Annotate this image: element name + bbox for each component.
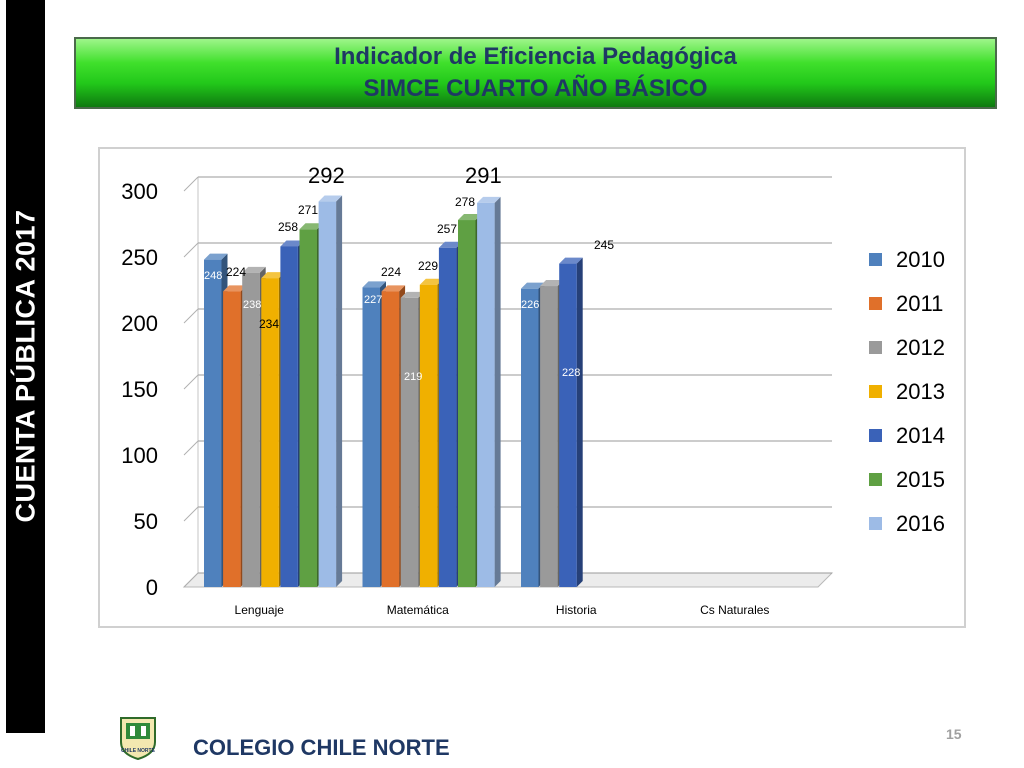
bar-top	[419, 278, 444, 285]
bar-top	[458, 214, 482, 221]
bar-top	[242, 266, 266, 273]
page-number: 15	[946, 726, 962, 742]
data-label: 224	[226, 265, 246, 279]
side-bar	[6, 0, 45, 733]
legend-label: 2012	[896, 335, 945, 360]
bar-side	[576, 257, 583, 587]
bar	[223, 291, 241, 587]
data-label: 226	[521, 299, 539, 311]
y-tick-label: 50	[134, 509, 158, 534]
school-name: COLEGIO CHILE NORTE	[193, 735, 450, 760]
legend-swatch	[869, 385, 882, 398]
title-banner: Indicador de Eficiencia Pedagógica SIMCE…	[74, 37, 997, 109]
legend-label: 2013	[896, 379, 945, 404]
legend-label: 2014	[896, 423, 945, 448]
gridline-side	[183, 242, 199, 258]
data-label: 278	[455, 195, 475, 209]
bar	[521, 288, 539, 587]
legend-swatch	[869, 341, 882, 354]
data-label: 229	[418, 259, 438, 273]
bar-top	[280, 240, 304, 247]
legend-swatch	[869, 297, 882, 310]
bar	[438, 247, 457, 587]
bar	[242, 272, 260, 587]
legend-swatch	[869, 517, 882, 530]
x-category-label: Lenguaje	[235, 603, 285, 617]
data-label: 227	[364, 294, 382, 306]
data-label: 292	[308, 163, 345, 188]
bar	[318, 201, 337, 587]
gridline-side	[183, 506, 199, 522]
bar-top	[381, 285, 406, 292]
data-label: 245	[594, 238, 614, 252]
y-tick-label: 250	[121, 245, 158, 270]
legend-label: 2011	[896, 291, 943, 316]
data-label: 228	[562, 367, 580, 379]
data-label: 248	[204, 270, 222, 282]
data-label: 238	[243, 299, 261, 311]
legend-label: 2010	[896, 247, 945, 272]
bar	[299, 229, 317, 587]
x-category-label: Matemática	[387, 603, 449, 617]
bar	[261, 278, 279, 587]
bar	[540, 286, 558, 587]
bar-side	[494, 196, 501, 587]
bar-top	[559, 257, 583, 264]
bar	[559, 263, 577, 587]
bar-top	[521, 282, 545, 289]
y-tick-label: 0	[146, 575, 158, 600]
data-label: 258	[278, 220, 298, 234]
bar	[419, 284, 438, 587]
bar-side	[336, 195, 343, 587]
gridline-side	[183, 308, 199, 324]
bar-top	[540, 280, 564, 287]
legend-swatch	[869, 253, 882, 266]
gridline-side	[183, 176, 199, 192]
title-line-1: Indicador de Eficiencia Pedagógica	[334, 43, 737, 70]
data-label: 219	[404, 371, 422, 383]
legend-swatch	[869, 473, 882, 486]
school-crest-logo: CHILE NORTE	[120, 717, 156, 760]
y-tick-label: 200	[121, 311, 158, 336]
bar	[362, 287, 380, 587]
bar	[458, 220, 476, 587]
bar	[204, 259, 222, 587]
bar-top	[204, 253, 228, 260]
logo-text: CHILE NORTE	[121, 748, 156, 754]
bar	[381, 291, 400, 587]
bar-top	[438, 241, 463, 248]
legend-label: 2015	[896, 467, 945, 492]
bar-top	[318, 195, 343, 202]
x-category-label: Historia	[556, 603, 597, 617]
data-label: 234	[259, 317, 279, 331]
bar	[400, 297, 419, 587]
legend-swatch	[869, 429, 882, 442]
gridline-side	[183, 374, 199, 390]
bar-top	[299, 223, 323, 230]
legend-label: 2016	[896, 511, 945, 536]
bar-top	[223, 285, 247, 292]
bar	[477, 202, 495, 587]
chart-area: 0 50 100 150 200 250 300 248 224 238 234 258 271 292 2…	[98, 147, 966, 628]
data-label: 257	[437, 222, 457, 236]
bar-top	[400, 291, 425, 298]
gridline-side	[183, 572, 199, 588]
y-tick-label: 100	[121, 443, 158, 468]
bar-top	[477, 196, 501, 203]
x-category-label: Cs Naturales	[700, 603, 769, 617]
title-line-2: SIMCE CUARTO AÑO BÁSICO	[363, 75, 708, 102]
data-label: 291	[465, 163, 502, 188]
side-title: CUENTA PÚBLICA 2017	[10, 209, 41, 523]
gridline-side	[183, 440, 199, 456]
y-tick-label: 150	[121, 377, 158, 402]
data-label: 271	[298, 203, 318, 217]
bar	[280, 246, 298, 587]
data-label: 224	[381, 265, 401, 279]
bar-top	[362, 281, 386, 288]
y-tick-label: 300	[121, 179, 158, 204]
bar-top	[261, 272, 285, 279]
